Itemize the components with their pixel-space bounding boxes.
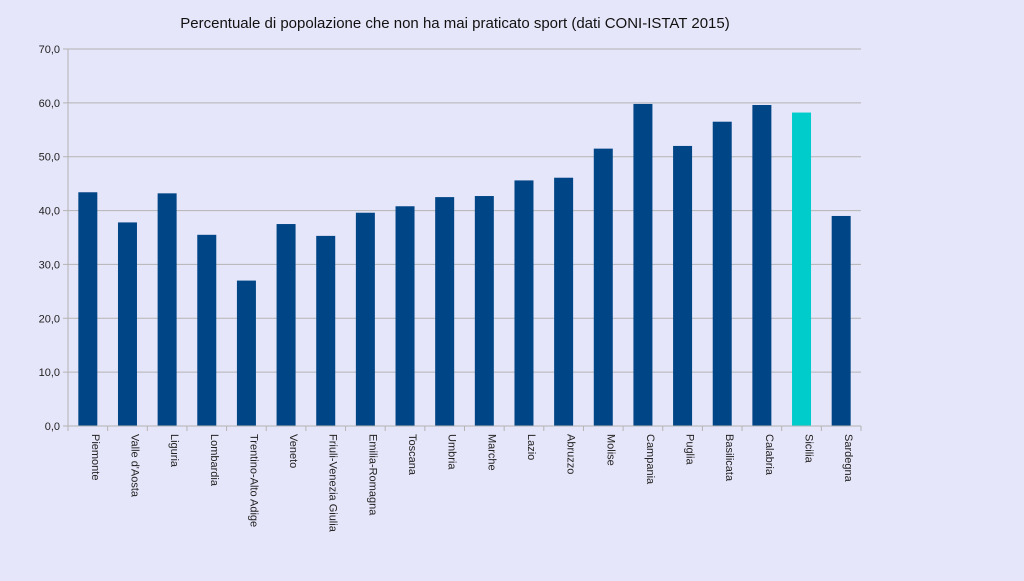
bar [157,193,177,426]
x-tick-label: Lazio [525,434,537,460]
x-tick-label: Trentino-Alto Adige [247,434,259,527]
bar [752,105,772,427]
bar [316,235,336,426]
x-tick-label: Umbria [446,434,458,470]
x-tick-label: Emilia-Romagna [366,434,378,516]
x-tick-label: Calabria [763,434,775,476]
y-tick-label: 20,0 [39,313,60,325]
bar [593,148,613,426]
y-tick-label: 10,0 [39,367,60,379]
x-tick-label: Basilicata [723,434,735,482]
y-tick-label: 70,0 [39,44,60,56]
x-tick-label: Marche [485,434,497,471]
bar [474,196,494,426]
bar [78,192,98,426]
bar [395,206,415,426]
y-tick-label: 0,0 [45,421,60,433]
bar [236,280,256,426]
x-tick-label: Piemonte [89,434,101,480]
bar [276,224,296,426]
x-tick-label: Puglia [684,434,696,465]
y-tick-label: 60,0 [39,98,60,110]
x-tick-label: Valle d'Aosta [128,434,140,498]
bar [831,215,851,426]
bar [554,177,574,426]
bar [792,112,812,427]
bar [435,197,455,426]
y-tick-label: 40,0 [39,206,60,218]
x-tick-label: Sardegna [842,434,854,483]
y-tick-label: 30,0 [39,259,60,271]
bar [633,103,653,426]
x-tick-label: Lombardia [208,434,220,487]
bar [197,234,217,426]
x-tick-label: Liguria [168,434,180,468]
x-tick-label: Molise [604,434,616,466]
chart-title: Percentuale di popolazione che non ha ma… [180,15,730,32]
x-tick-label: Sicilia [803,434,815,464]
bar [673,145,693,426]
bar [712,121,732,426]
x-tick-label: Friuli-Venezia Giulia [327,434,339,533]
bar [514,180,534,426]
bar [355,212,375,426]
bar [117,222,137,426]
x-tick-label: Toscana [406,434,418,476]
x-tick-label: Abruzzo [565,434,577,474]
x-tick-label: Veneto [287,434,299,468]
y-tick-label: 50,0 [39,152,60,164]
x-tick-label: Campania [644,434,656,485]
